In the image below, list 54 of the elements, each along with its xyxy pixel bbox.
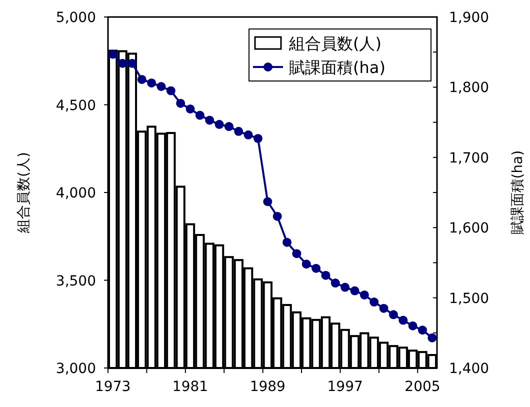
point xyxy=(108,50,118,59)
point xyxy=(263,197,272,206)
point xyxy=(330,278,340,288)
y2-tick-label: 1,600 xyxy=(449,220,490,237)
point xyxy=(312,264,321,273)
point xyxy=(195,110,204,120)
point xyxy=(176,98,186,108)
point xyxy=(214,120,224,129)
x-tick-label: 2005 xyxy=(404,379,440,395)
point xyxy=(350,286,360,296)
y-tick-label: 5,000 xyxy=(56,10,96,26)
y-tick-label: 4,000 xyxy=(56,186,96,202)
y2-tick-label: 1,700 xyxy=(449,150,490,166)
point xyxy=(147,78,156,88)
point xyxy=(244,130,253,140)
y-tick-label: 3,500 xyxy=(56,273,96,290)
point xyxy=(302,260,311,269)
y2-tick-label: 1,900 xyxy=(449,10,490,26)
point xyxy=(272,212,282,221)
point xyxy=(156,82,166,91)
x-tick-label: 1989 xyxy=(250,379,286,395)
point xyxy=(224,122,234,132)
y2-axis-title: 賦課面積(ha) xyxy=(510,150,526,235)
point xyxy=(166,86,176,96)
y2-tick-label: 1,800 xyxy=(449,80,490,96)
point xyxy=(388,310,398,320)
point xyxy=(408,321,418,330)
legend-label: 賦課面積(ha) xyxy=(289,58,386,77)
point xyxy=(398,316,408,325)
legend-label: 組合員数(人) xyxy=(288,34,382,53)
point xyxy=(292,249,302,258)
point xyxy=(370,298,379,307)
point xyxy=(118,58,128,68)
x-tick-label: 1981 xyxy=(172,379,208,395)
point xyxy=(418,326,427,335)
y-axis-title: 組合員数(人) xyxy=(16,152,32,234)
y2-tick-label: 1,500 xyxy=(449,290,490,307)
point xyxy=(186,104,195,114)
y2-tick-label: 1,400 xyxy=(449,361,490,377)
point xyxy=(205,116,214,125)
y-tick-label: 4,500 xyxy=(56,98,96,114)
x-tick-label: 1973 xyxy=(95,379,131,395)
point xyxy=(128,58,137,68)
point xyxy=(340,282,350,292)
point xyxy=(137,74,146,84)
point xyxy=(234,126,244,136)
y-tick-label: 3,000 xyxy=(56,361,96,377)
point xyxy=(253,134,262,143)
point xyxy=(379,304,388,313)
x-tick-label: 1997 xyxy=(327,379,363,395)
point xyxy=(428,333,437,342)
point xyxy=(360,290,369,300)
point xyxy=(321,270,330,280)
point xyxy=(282,238,292,247)
